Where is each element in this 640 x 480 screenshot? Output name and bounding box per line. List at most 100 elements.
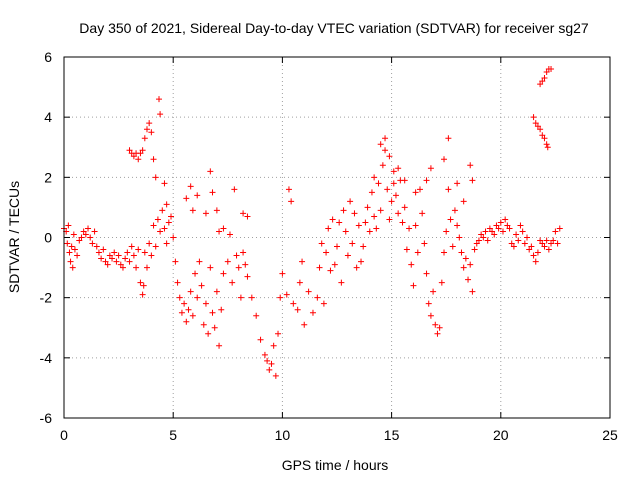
data-point <box>305 288 312 295</box>
data-point <box>454 222 461 229</box>
data-point <box>416 186 423 193</box>
data-point <box>106 252 113 259</box>
data-point <box>382 135 389 142</box>
x-tick-label: 0 <box>60 427 68 443</box>
data-point <box>371 174 378 181</box>
data-point <box>157 228 164 235</box>
data-point <box>64 240 71 247</box>
data-point <box>98 255 105 262</box>
data-point <box>261 351 268 358</box>
data-point <box>74 252 81 259</box>
data-point <box>386 153 393 160</box>
data-point <box>373 225 380 232</box>
data-point <box>309 309 316 316</box>
data-point <box>207 264 214 271</box>
data-point <box>240 210 247 217</box>
data-point <box>550 237 557 244</box>
data-point <box>338 279 345 286</box>
data-point <box>288 198 295 205</box>
data-point <box>386 216 393 223</box>
data-point <box>342 228 349 235</box>
data-point <box>194 192 201 199</box>
data-point <box>124 249 131 256</box>
x-tick-label: 15 <box>384 427 400 443</box>
data-points <box>61 66 563 379</box>
data-point <box>242 261 249 268</box>
data-point <box>183 318 190 325</box>
data-point <box>146 120 153 127</box>
data-point <box>176 294 183 301</box>
y-tick-label: 0 <box>44 230 52 246</box>
data-point <box>323 249 330 256</box>
data-point <box>135 156 142 163</box>
data-point <box>548 66 555 73</box>
data-point <box>484 237 491 244</box>
data-point <box>211 324 218 331</box>
y-tick-label: 2 <box>44 169 52 185</box>
data-point <box>156 96 163 103</box>
data-point <box>351 210 358 217</box>
data-point <box>355 222 362 229</box>
data-point <box>148 129 155 136</box>
data-point <box>554 240 561 247</box>
data-point <box>401 204 408 211</box>
data-point <box>353 264 360 271</box>
data-point <box>218 306 225 313</box>
data-point <box>499 228 506 235</box>
data-point <box>375 180 382 187</box>
data-point <box>371 213 378 220</box>
data-point <box>104 261 111 268</box>
chart-title: Day 350 of 2021, Sidereal Day-to-day VTE… <box>79 20 589 36</box>
data-point <box>460 198 467 205</box>
data-point <box>296 279 303 286</box>
data-point <box>401 177 408 184</box>
data-point <box>449 243 456 250</box>
data-point <box>301 321 308 328</box>
data-point <box>264 357 271 364</box>
data-point <box>277 294 284 301</box>
data-point <box>133 264 140 271</box>
data-point <box>137 279 144 286</box>
data-point <box>137 150 144 157</box>
data-point <box>478 231 485 238</box>
data-point <box>253 312 260 319</box>
data-point <box>421 240 428 247</box>
data-point <box>69 264 76 271</box>
data-point <box>161 180 168 187</box>
data-point <box>460 264 467 271</box>
data-point <box>423 270 430 277</box>
data-point <box>128 243 135 250</box>
data-point <box>294 306 301 313</box>
data-point <box>87 234 94 241</box>
data-point <box>268 360 275 367</box>
data-point <box>462 255 469 262</box>
data-point <box>469 177 476 184</box>
data-point <box>506 225 513 232</box>
data-point <box>318 240 325 247</box>
data-point <box>556 225 563 232</box>
data-point <box>513 231 520 238</box>
data-point <box>399 219 406 226</box>
data-point <box>299 258 306 265</box>
data-point <box>181 300 188 307</box>
data-point <box>146 240 153 247</box>
data-point <box>202 300 209 307</box>
data-point <box>414 249 421 256</box>
data-point <box>130 252 137 259</box>
data-point <box>283 291 290 298</box>
data-point <box>526 246 533 253</box>
data-point <box>508 240 515 247</box>
data-point <box>290 300 297 307</box>
data-point <box>379 162 386 169</box>
data-point <box>362 219 369 226</box>
data-point <box>237 294 244 301</box>
data-point <box>157 111 164 118</box>
data-point <box>113 258 120 265</box>
data-point <box>109 255 116 262</box>
data-point <box>541 243 548 250</box>
data-point <box>432 321 439 328</box>
data-point <box>543 141 550 148</box>
y-tick-label: -6 <box>40 410 53 426</box>
data-point <box>497 219 504 226</box>
